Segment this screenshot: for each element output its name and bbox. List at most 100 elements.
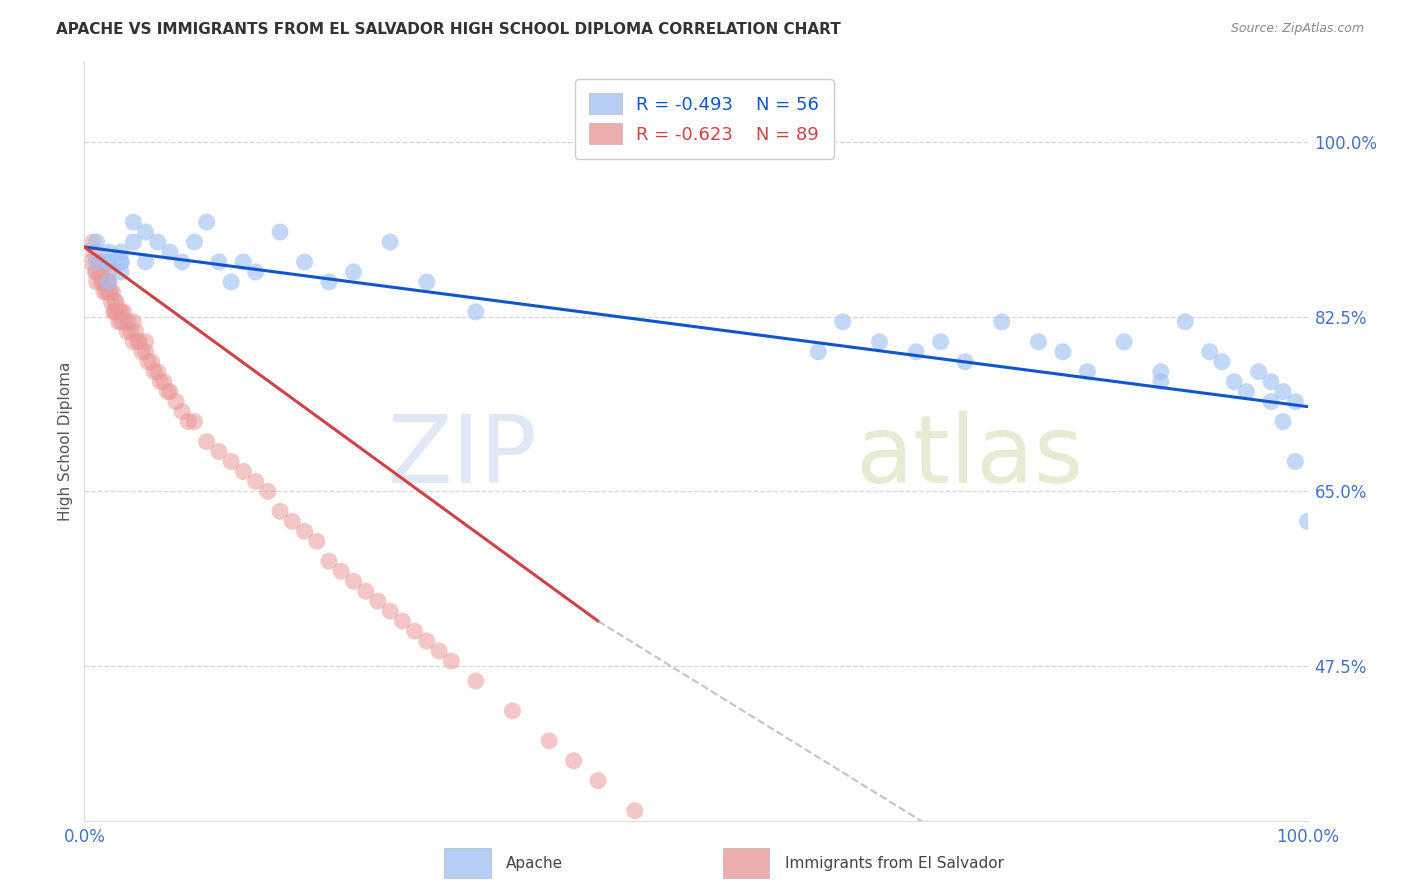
Point bbox=[135, 344, 157, 359]
Point bbox=[79, 255, 101, 269]
Point bbox=[709, 873, 731, 888]
Point bbox=[159, 244, 181, 259]
Point bbox=[1296, 514, 1319, 528]
Point bbox=[146, 235, 169, 249]
Point bbox=[97, 255, 120, 269]
Point bbox=[183, 415, 205, 429]
Point bbox=[122, 315, 145, 329]
Point bbox=[380, 604, 402, 618]
Point bbox=[318, 554, 340, 568]
Point bbox=[380, 235, 402, 249]
Point bbox=[146, 365, 169, 379]
Point bbox=[1150, 375, 1173, 389]
Point bbox=[807, 344, 830, 359]
Point bbox=[135, 334, 157, 349]
Point bbox=[440, 654, 463, 668]
Point bbox=[107, 315, 129, 329]
Point bbox=[143, 365, 166, 379]
Point bbox=[104, 305, 127, 319]
Point bbox=[195, 434, 218, 449]
Point bbox=[257, 484, 280, 499]
Point bbox=[1150, 365, 1173, 379]
Point bbox=[122, 334, 145, 349]
Point bbox=[416, 275, 439, 289]
Point bbox=[93, 285, 115, 299]
Point bbox=[122, 235, 145, 249]
Point bbox=[232, 465, 254, 479]
Text: APACHE VS IMMIGRANTS FROM EL SALVADOR HIGH SCHOOL DIPLOMA CORRELATION CHART: APACHE VS IMMIGRANTS FROM EL SALVADOR HI… bbox=[56, 22, 841, 37]
Point bbox=[114, 315, 136, 329]
Point bbox=[100, 294, 122, 309]
Point bbox=[232, 255, 254, 269]
Point bbox=[1223, 375, 1246, 389]
Text: atlas: atlas bbox=[855, 410, 1083, 503]
Point bbox=[135, 225, 157, 239]
Point bbox=[294, 255, 316, 269]
Point bbox=[97, 275, 120, 289]
Point bbox=[391, 614, 413, 628]
Point bbox=[97, 275, 120, 289]
Point bbox=[586, 773, 609, 788]
Point bbox=[135, 255, 157, 269]
Point bbox=[172, 404, 194, 418]
Point bbox=[330, 564, 353, 578]
Point bbox=[685, 854, 707, 868]
Point bbox=[183, 235, 205, 249]
Point bbox=[427, 644, 450, 658]
Point bbox=[83, 244, 105, 259]
Point bbox=[165, 394, 187, 409]
Point bbox=[1260, 375, 1282, 389]
Text: ZIP: ZIP bbox=[387, 410, 537, 503]
Point bbox=[141, 355, 163, 369]
Point bbox=[97, 285, 120, 299]
Point bbox=[105, 305, 128, 319]
Point bbox=[91, 275, 114, 289]
Y-axis label: High School Diploma: High School Diploma bbox=[58, 362, 73, 521]
Point bbox=[101, 285, 124, 299]
Point bbox=[245, 475, 267, 489]
Point bbox=[177, 415, 200, 429]
Point bbox=[342, 574, 364, 589]
Point bbox=[1028, 334, 1050, 349]
Point bbox=[110, 244, 132, 259]
Point bbox=[108, 305, 131, 319]
Point bbox=[991, 315, 1014, 329]
Point bbox=[97, 275, 120, 289]
Point bbox=[120, 325, 142, 339]
Point bbox=[86, 255, 108, 269]
Point bbox=[98, 285, 121, 299]
Point bbox=[86, 275, 108, 289]
Point bbox=[97, 244, 120, 259]
Point bbox=[103, 305, 125, 319]
Point bbox=[86, 235, 108, 249]
Point bbox=[354, 584, 377, 599]
Point bbox=[1247, 365, 1270, 379]
Point bbox=[269, 225, 291, 239]
Point bbox=[1211, 355, 1233, 369]
Point bbox=[624, 804, 647, 818]
Point bbox=[122, 215, 145, 229]
Point bbox=[1114, 334, 1136, 349]
Point bbox=[86, 255, 108, 269]
Point bbox=[1236, 384, 1258, 399]
Point bbox=[96, 285, 118, 299]
Point bbox=[112, 305, 135, 319]
Point bbox=[153, 375, 176, 389]
Point bbox=[90, 275, 112, 289]
Point bbox=[1076, 365, 1098, 379]
Point bbox=[1272, 384, 1295, 399]
Legend: R = -0.493    N = 56, R = -0.623    N = 89: R = -0.493 N = 56, R = -0.623 N = 89 bbox=[575, 79, 834, 159]
Point bbox=[1284, 454, 1306, 468]
Point bbox=[831, 315, 853, 329]
Point bbox=[156, 384, 179, 399]
Point bbox=[1052, 344, 1074, 359]
Point bbox=[91, 265, 114, 279]
Point bbox=[208, 255, 231, 269]
Point bbox=[869, 334, 891, 349]
Point bbox=[464, 673, 486, 688]
Point bbox=[1260, 394, 1282, 409]
Point bbox=[172, 255, 194, 269]
Point bbox=[131, 344, 153, 359]
Point bbox=[89, 265, 111, 279]
Point bbox=[110, 265, 132, 279]
